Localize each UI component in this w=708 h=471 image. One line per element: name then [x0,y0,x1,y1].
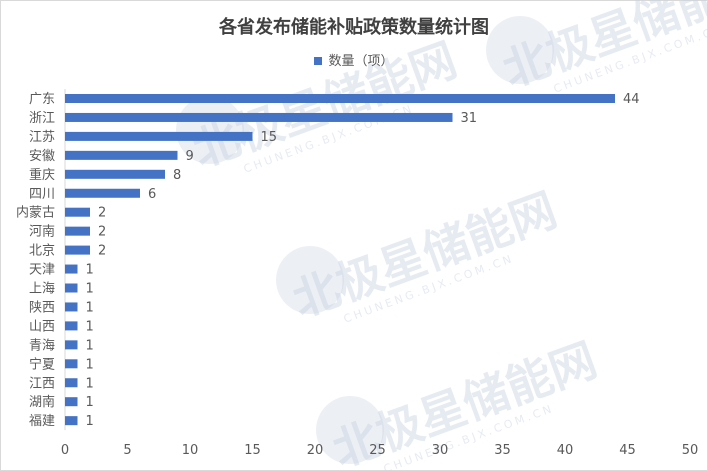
data-label: 31 [461,111,478,126]
bar [65,94,615,103]
bar [65,397,78,407]
x-tick-label: 40 [557,443,574,458]
data-label: 9 [186,149,194,164]
bar [65,359,78,369]
category-label: 四川 [29,187,55,202]
bar [65,302,78,312]
bar [65,416,78,426]
data-label: 8 [173,168,181,183]
data-label: 2 [98,206,106,221]
category-label: 天津 [29,263,55,278]
legend-swatch [314,56,323,65]
data-label: 1 [86,414,94,429]
bar [65,188,140,198]
category-label: 湖南 [29,394,55,410]
category-label: 江西 [29,376,55,391]
bar [65,245,90,255]
bar [65,340,78,350]
bar [65,131,253,141]
bar [65,264,78,274]
bar [65,207,90,217]
x-tick-label: 45 [619,443,636,458]
category-label: 山西 [29,319,55,334]
category-label: 陕西 [29,300,55,315]
category-label: 青海 [29,338,55,353]
category-label: 北京 [29,244,55,259]
x-tick-label: 25 [369,443,386,458]
bar [65,150,178,160]
data-label: 1 [86,376,94,391]
category-label: 上海 [29,282,55,297]
category-label: 河南 [29,224,55,240]
x-tick-label: 0 [61,443,69,458]
data-label: 44 [623,92,640,107]
category-label: 安徽 [29,149,55,164]
category-label: 宁夏 [29,356,55,372]
data-label: 6 [148,187,156,202]
data-label: 2 [98,244,106,259]
x-tick-label: 50 [682,443,699,458]
x-tick-label: 30 [432,443,449,458]
category-label: 浙江 [29,111,55,126]
bar [65,112,453,122]
data-label: 1 [86,319,94,334]
data-label: 1 [86,300,94,315]
data-label: 1 [86,263,94,278]
bar [65,283,78,293]
data-label: 2 [98,225,106,240]
data-label: 1 [86,357,94,372]
bar [65,321,78,331]
category-label: 重庆 [29,167,55,183]
x-tick-label: 20 [307,443,324,458]
category-label: 广东 [29,92,55,107]
data-label: 1 [86,282,94,297]
legend-label: 数量（项） [328,54,394,69]
x-tick-label: 5 [123,443,131,458]
category-label: 内蒙古 [16,205,55,221]
x-tick-label: 10 [182,443,199,458]
x-tick-label: 15 [244,443,261,458]
data-label: 15 [261,130,278,145]
bar [65,226,90,236]
data-label: 1 [86,338,94,353]
category-label: 江苏 [29,129,55,145]
category-label: 福建 [29,414,55,429]
bar [65,169,165,179]
chart-title: 各省发布储能补贴政策数量统计图 [219,17,489,38]
legend: 数量（项） [0,50,708,69]
bar [65,378,78,388]
data-label: 1 [86,395,94,410]
x-tick-label: 35 [494,443,511,458]
